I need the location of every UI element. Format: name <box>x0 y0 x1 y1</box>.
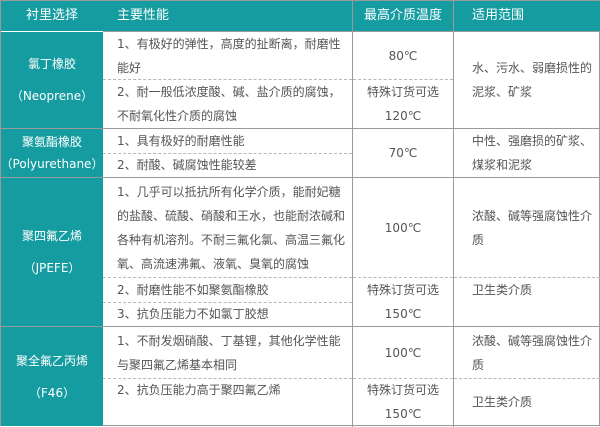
lining-code: （JPEFE） <box>23 261 81 275</box>
divider <box>103 31 600 32</box>
property: 1、几乎可以抵抗所有化学介质，能耐妃糖的盐酸、硫酸、硝酸和王水，也能耐浓碱和各种… <box>117 184 346 271</box>
dashed-divider <box>454 378 600 379</box>
lining-name: 氯丁橡胶 <box>27 57 76 71</box>
scope: 卫生类介质 <box>472 395 533 409</box>
property: 1、具有极好的耐磨性能 <box>117 134 245 148</box>
property: 1、不耐发烟硝酸、丁基锂，其他化学性能与聚四氟乙烯基本相同 <box>117 333 341 372</box>
divider <box>352 1 353 427</box>
lining-polyurethane: 聚氨酯橡胶 （Polyurethane） <box>1 129 103 177</box>
temp-value: 150℃ <box>384 407 422 421</box>
dashed-divider <box>353 378 453 379</box>
temp-special: 特殊订货可选 150℃ <box>353 277 453 326</box>
lining-name: 聚四氟乙烯 <box>21 229 82 243</box>
dashed-divider <box>103 302 352 303</box>
scope: 浓酸、碱等强腐蚀性介质 <box>472 208 593 247</box>
lining-name: 聚全氟乙丙烯 <box>15 353 88 368</box>
scope: 中性、强磨损的矿浆、煤浆和泥浆 <box>472 134 593 172</box>
temp-value: 150℃ <box>384 306 422 321</box>
temp-note: 特殊订货可选 <box>366 84 439 99</box>
property: 2、耐一般低浓度酸、碱、盐介质的腐蚀，不耐氧化性介质的腐蚀 <box>117 84 341 123</box>
divider <box>1 128 600 129</box>
header-properties: 主要性能 <box>103 1 352 31</box>
property: 2、抗负压能力高于聚四氟乙烯 <box>117 383 281 397</box>
temp: 100℃ <box>384 345 422 360</box>
lining-ptfe: 聚四氟乙烯 （JPEFE） <box>1 178 103 326</box>
lining-code: （Polyurethane） <box>0 157 104 171</box>
divider <box>1 177 600 178</box>
divider <box>453 1 454 427</box>
property: 1、有极好的弹性，高度的扯断离，耐磨性能好 <box>117 36 341 75</box>
lining-name: 聚氨酯橡胶 <box>21 135 82 149</box>
temp: 70℃ <box>388 146 418 160</box>
temp-note: 特殊订货可选 <box>366 282 439 297</box>
temp-special: 特殊订货可选 120℃ <box>353 79 453 128</box>
temp-special: 特殊订货可选 150℃ <box>353 378 453 426</box>
scope: 浓酸、碱等强腐蚀性介质 <box>472 333 593 372</box>
header-scope: 适用范围 <box>454 1 600 31</box>
scope: 水、污水、弱磨损性的泥浆、矿浆 <box>472 61 593 99</box>
dashed-divider <box>103 153 352 154</box>
lining-code: （F46） <box>28 385 76 400</box>
dashed-divider <box>454 277 600 278</box>
dashed-divider <box>103 277 352 278</box>
dashed-divider <box>103 79 352 80</box>
dashed-divider <box>353 79 453 80</box>
property: 2、耐酸、碱腐蚀性能较差 <box>117 158 257 172</box>
dashed-divider <box>353 277 453 278</box>
temp: 100℃ <box>384 220 422 235</box>
divider <box>1 326 600 327</box>
temp-note: 特殊订货可选 <box>366 383 439 397</box>
temp: 80℃ <box>388 48 418 63</box>
lining-neoprene: 氯丁橡胶 （Neoprene） <box>1 32 103 128</box>
dashed-divider <box>103 378 352 379</box>
lining-code: （Neoprene） <box>10 89 94 103</box>
property: 3、抗负压能力不如氯丁胶想 <box>117 307 269 321</box>
header-max-temp: 最高介质温度 <box>353 1 453 31</box>
temp-value: 120℃ <box>384 108 422 123</box>
header-lining: 衬里选择 <box>1 1 103 31</box>
lining-f46: 聚全氟乙丙烯 （F46） <box>1 327 103 426</box>
scope: 卫生类介质 <box>472 282 533 297</box>
property: 2、耐磨性能不如聚氨酯橡胶 <box>117 282 269 297</box>
